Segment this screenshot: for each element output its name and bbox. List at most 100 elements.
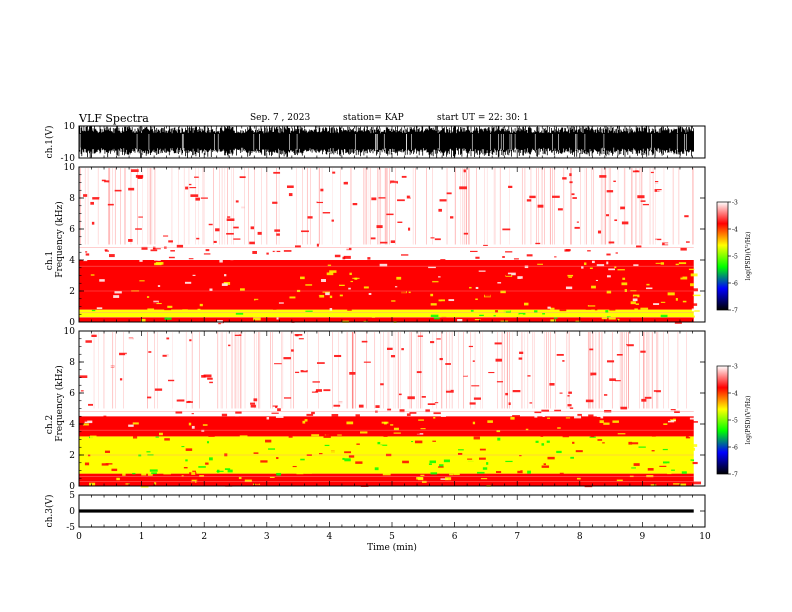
psd-speckle <box>621 221 629 225</box>
psd-speckle <box>574 415 582 419</box>
psd-speckle <box>404 224 413 227</box>
psd-speckle <box>291 185 299 189</box>
psd-speckle <box>530 342 538 346</box>
psd-speckle <box>565 286 573 290</box>
psd-speckle <box>655 275 659 277</box>
psd-speckle <box>514 197 519 200</box>
psd-speckle <box>401 179 406 181</box>
psd-speckle <box>542 360 548 364</box>
psd-speckle <box>524 284 528 287</box>
psd-speckle <box>163 235 169 237</box>
psd-speckle <box>135 174 144 178</box>
psd-speckle <box>214 167 222 169</box>
psd-speckle <box>653 172 661 175</box>
psd-speckle <box>503 311 506 314</box>
psd-speckle <box>335 383 340 386</box>
psd-speckle <box>541 413 546 415</box>
psd-speckle <box>303 171 309 175</box>
psd-speckle <box>405 247 413 251</box>
psd-speckle <box>264 471 272 473</box>
y-axis-label: Frequency (kHz) <box>54 365 65 442</box>
psd-speckle <box>103 228 106 231</box>
psd-speckle <box>111 468 118 472</box>
psd-speckle <box>158 207 165 211</box>
psd-speckle <box>639 474 643 477</box>
psd-speckle <box>682 300 687 303</box>
psd-speckle <box>443 338 449 341</box>
psd-speckle <box>501 452 507 456</box>
psd-speckle <box>121 460 128 464</box>
psd-speckle <box>616 479 623 482</box>
y-tick-label: 6 <box>69 389 75 399</box>
psd-speckle <box>515 400 523 403</box>
psd-speckle <box>208 434 215 437</box>
psd-speckle <box>495 449 500 452</box>
psd-speckle <box>587 305 596 307</box>
psd-speckle <box>355 388 360 391</box>
psd-speckle <box>627 200 633 203</box>
psd-speckle <box>411 441 414 443</box>
y-tick-label: -10 <box>61 154 76 164</box>
psd-speckle <box>382 211 389 214</box>
psd-speckle <box>176 291 182 294</box>
psd-speckle <box>125 353 131 357</box>
psd-speckle <box>319 230 326 234</box>
psd-speckle <box>347 307 352 311</box>
psd-speckle <box>642 367 646 370</box>
psd-speckle <box>641 332 646 335</box>
psd-speckle <box>383 435 388 437</box>
psd-speckle <box>457 299 465 302</box>
psd-speckle <box>662 465 670 469</box>
psd-speckle <box>101 189 108 191</box>
psd-speckle <box>136 463 145 466</box>
psd-speckle <box>234 334 242 336</box>
psd-speckle <box>187 218 191 220</box>
psd-speckle <box>336 432 343 434</box>
psd-speckle <box>381 421 389 424</box>
psd-speckle <box>203 253 211 255</box>
psd-speckle <box>211 168 214 171</box>
psd-speckle <box>101 179 106 182</box>
psd-speckle <box>393 427 399 431</box>
psd-speckle <box>556 450 562 454</box>
psd-speckle <box>337 434 342 436</box>
psd-speckle <box>318 349 321 351</box>
psd-speckle <box>224 261 232 264</box>
psd-speckle <box>265 364 273 367</box>
psd-speckle <box>312 381 320 383</box>
psd-speckle <box>446 455 453 459</box>
psd-speckle <box>304 472 312 474</box>
psd-speckle <box>478 270 486 272</box>
psd-speckle <box>343 181 348 185</box>
psd-speckle <box>679 270 683 274</box>
psd-speckle <box>630 369 636 372</box>
psd-speckle <box>355 169 361 172</box>
colorbar-scale <box>716 201 729 311</box>
psd-speckle <box>292 465 297 468</box>
psd-speckle <box>155 238 160 240</box>
psd-speckle <box>562 177 567 180</box>
psd-speckle <box>321 399 328 402</box>
psd-speckle <box>629 475 634 478</box>
psd-speckle <box>337 239 344 241</box>
psd-speckle <box>283 261 289 264</box>
psd-speckle <box>365 417 372 420</box>
psd-speckle <box>208 448 216 452</box>
psd-speckle <box>164 281 169 284</box>
psd-speckle <box>417 188 424 190</box>
psd-speckle <box>552 195 560 198</box>
psd-speckle <box>300 247 306 250</box>
psd-speckle <box>588 463 595 465</box>
psd-speckle <box>90 201 94 205</box>
psd-speckle <box>416 285 424 287</box>
psd-speckle <box>197 344 200 346</box>
psd-speckle <box>329 372 333 375</box>
psd-speckle <box>559 472 564 474</box>
psd-speckle <box>500 228 504 231</box>
psd-speckle <box>424 196 429 200</box>
psd-speckle <box>119 352 127 356</box>
psd-speckle <box>255 299 260 301</box>
psd-speckle <box>649 277 654 280</box>
psd-speckle <box>687 199 692 201</box>
psd-speckle <box>550 421 554 424</box>
